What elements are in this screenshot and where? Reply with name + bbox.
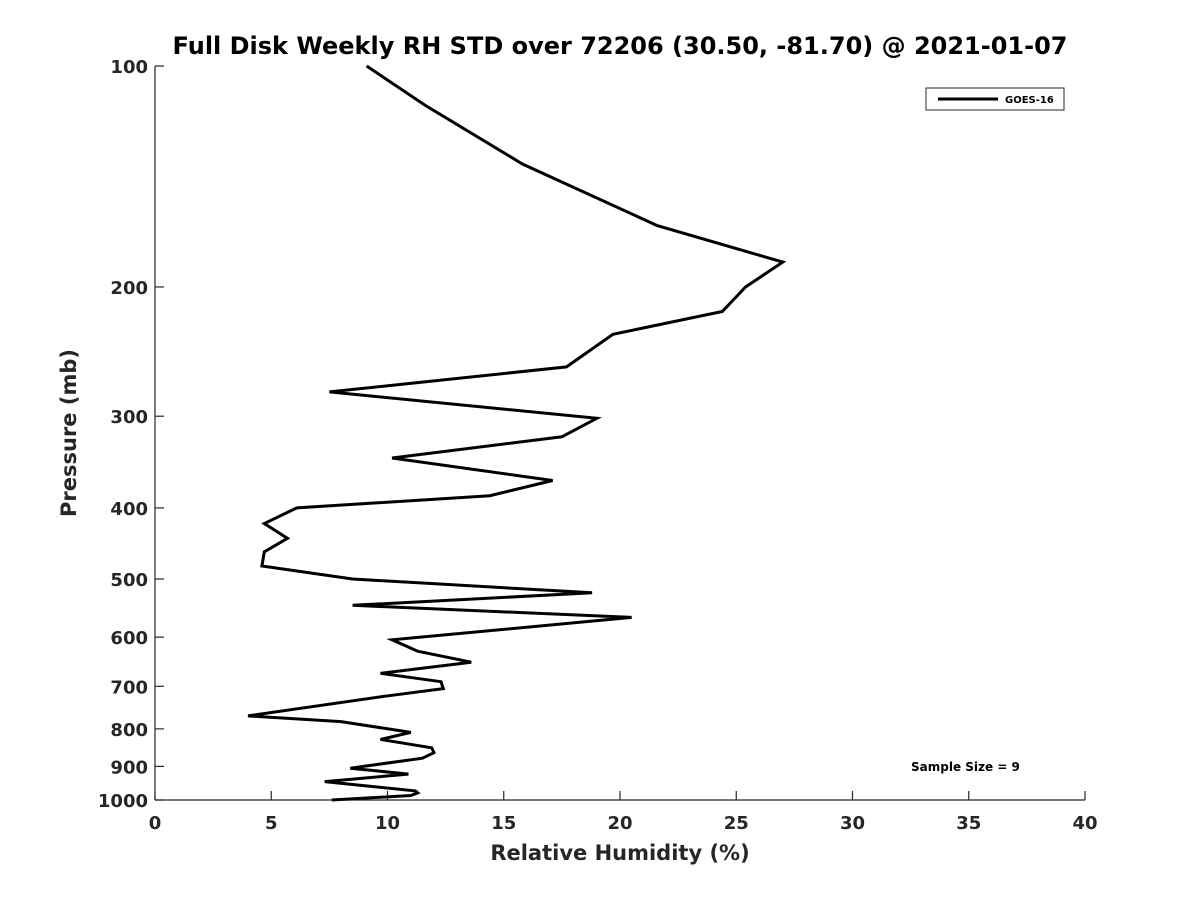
chart-title: Full Disk Weekly RH STD over 72206 (30.5… — [173, 32, 1068, 60]
x-tick-label: 30 — [840, 813, 865, 834]
y-tick-label: 800 — [110, 720, 148, 741]
series-layer — [247, 64, 787, 802]
x-axis-label: Relative Humidity (%) — [490, 841, 749, 865]
x-tick-label: 5 — [265, 813, 278, 834]
x-tick-label: 0 — [149, 813, 162, 834]
y-tick-label: 1000 — [98, 791, 148, 812]
y-tick-label: 500 — [110, 570, 148, 591]
y-tick-label: 300 — [110, 407, 148, 428]
sample-size-annotation: Sample Size = 9 — [911, 760, 1020, 774]
y-tick-label: 400 — [110, 499, 148, 520]
legend-label-goes-16: GOES-16 — [1005, 95, 1054, 106]
series-line-goes-16 — [247, 64, 787, 802]
x-tick-label: 15 — [491, 813, 516, 834]
x-tick-label: 25 — [724, 813, 749, 834]
y-tick-label: 100 — [110, 57, 148, 78]
y-ticks: 100 200 300 400 500 600 700 800 900 1000 — [98, 57, 164, 812]
y-tick-label: 600 — [110, 628, 148, 649]
x-tick-label: 20 — [607, 813, 632, 834]
x-ticks: 0 5 10 15 20 25 30 35 40 — [149, 791, 1098, 834]
y-tick-label: 200 — [110, 278, 148, 299]
x-tick-label: 10 — [375, 813, 400, 834]
y-tick-label: 900 — [110, 757, 148, 778]
y-tick-label: 700 — [110, 677, 148, 698]
x-tick-label: 35 — [956, 813, 981, 834]
legend: GOES-16 — [925, 87, 1065, 111]
y-axis-label: Pressure (mb) — [57, 349, 81, 517]
x-tick-label: 40 — [1072, 813, 1097, 834]
